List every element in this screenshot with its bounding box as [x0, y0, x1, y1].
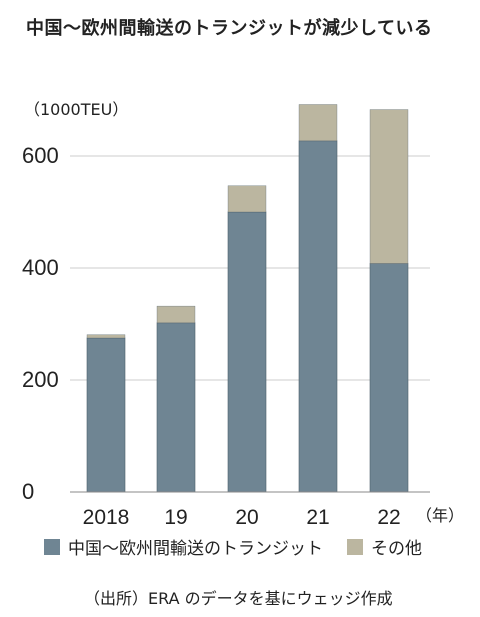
x-tick-19: 19	[164, 506, 187, 529]
bar-21-series-1	[298, 104, 338, 142]
bar-22-series-1	[369, 109, 409, 264]
legend-item-transit: 中国〜欧州間輸送のトランジット	[44, 534, 323, 559]
x-tick-2018: 2018	[83, 506, 130, 529]
bar-2018-series-1	[86, 334, 126, 339]
y-unit-label: （1000TEU）	[24, 100, 129, 119]
y-tick-200: 200	[22, 367, 59, 392]
bar-20-series-1	[227, 185, 267, 213]
bar-19-series-0	[156, 322, 196, 493]
bar-22-series-0	[369, 263, 409, 493]
legend-label-other: その他	[371, 539, 422, 559]
chart-title: 中国〜欧州間輸送のトランジットが減少している	[26, 18, 433, 39]
bar-20-series-0	[227, 211, 267, 493]
bar-2018-series-0	[86, 337, 126, 493]
legend: 中国〜欧州間輸送のトランジット その他	[44, 534, 446, 559]
y-tick-400: 400	[22, 255, 59, 280]
x-tick-20: 20	[235, 506, 258, 529]
legend-swatch-other	[347, 538, 363, 555]
legend-swatch-transit	[44, 538, 60, 555]
x-tick-22: 22	[377, 506, 400, 529]
legend-item-other: その他	[347, 534, 422, 559]
legend-label-transit: 中国〜欧州間輸送のトランジット	[68, 539, 323, 559]
bars	[86, 104, 409, 493]
y-tick-0: 0	[22, 479, 34, 504]
y-tick-600: 600	[22, 143, 59, 168]
y-tick-labels: 0 200 400 600	[22, 143, 59, 504]
bar-21-series-0	[298, 140, 338, 493]
x-tick-labels: 2018 19 20 21 22	[83, 506, 401, 529]
x-unit-label: （年）	[416, 506, 464, 525]
source-note: （出所）ERA のデータを基にウェッジ作成	[84, 589, 393, 608]
bar-19-series-1	[156, 305, 196, 324]
x-tick-21: 21	[306, 506, 329, 529]
